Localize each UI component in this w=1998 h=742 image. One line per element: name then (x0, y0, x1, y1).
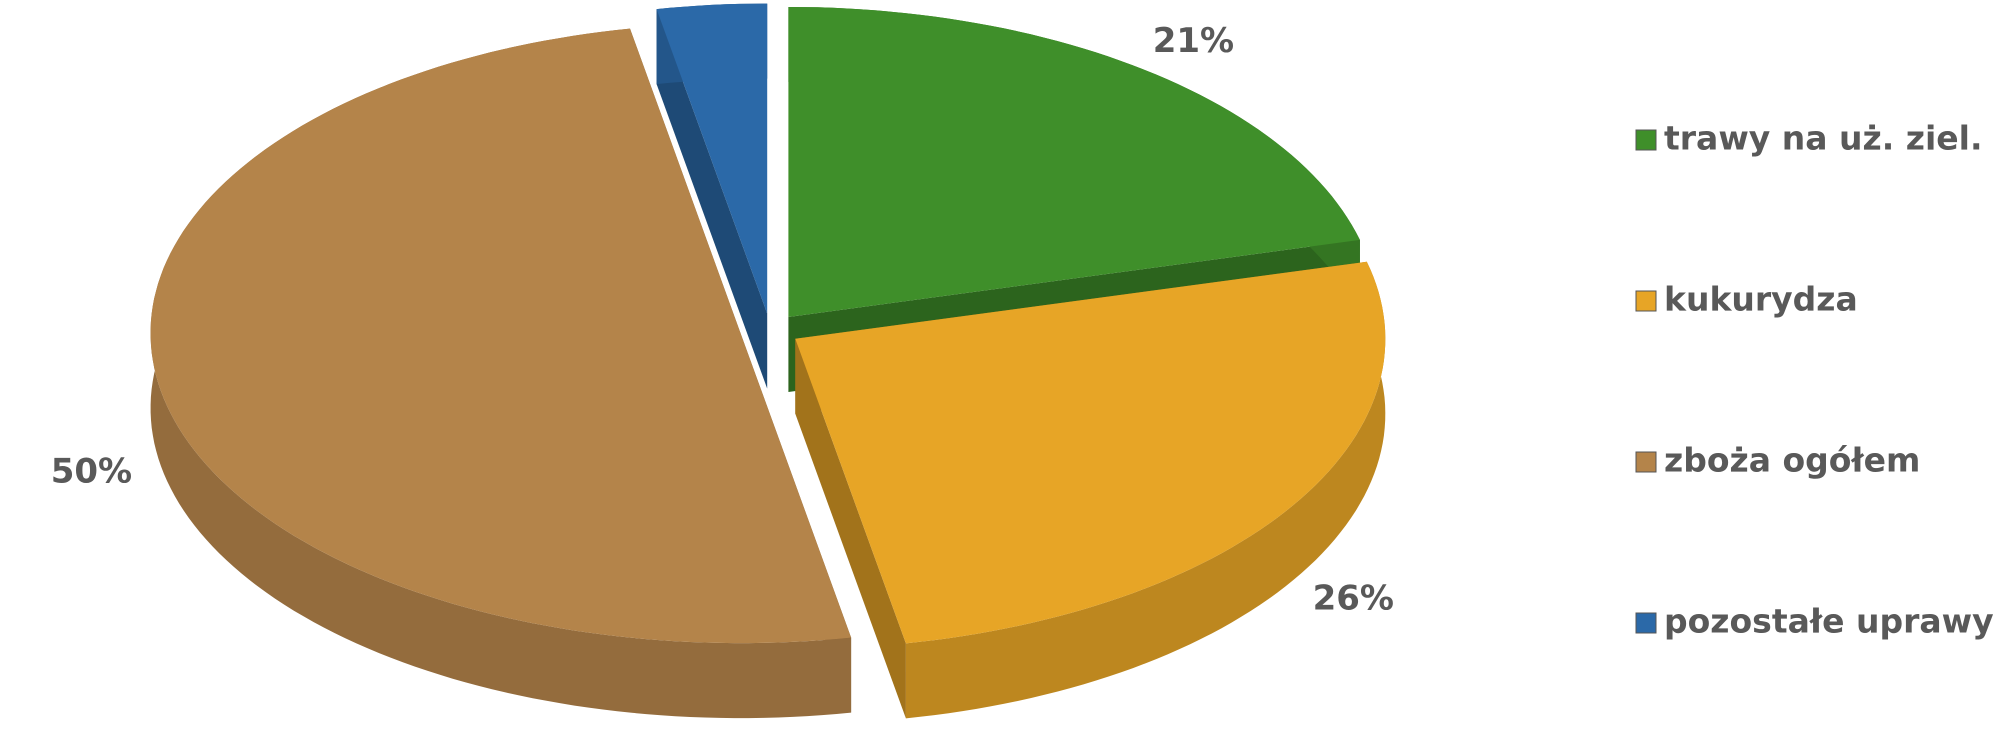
value-label: 21% (1153, 21, 1234, 61)
slice (788, 7, 1360, 317)
slice-side (150, 28, 852, 719)
slice-wall (656, 9, 768, 389)
legend-swatch (1635, 451, 1657, 473)
value-label: 26% (1313, 578, 1394, 618)
legend-label: zboża ogółem (1664, 441, 1920, 480)
legend-swatch (1635, 129, 1657, 151)
slice (656, 3, 768, 314)
slice-wall (795, 338, 906, 719)
legend-swatch (1635, 290, 1657, 312)
legend-label: pozostałe uprawy (1664, 602, 1994, 641)
value-label: 50% (51, 452, 132, 492)
legend-label: trawy na uż. ziel. (1664, 119, 1983, 158)
slice-side (905, 261, 1386, 719)
slice (150, 28, 852, 644)
legend-label: kukurydza (1664, 280, 1858, 319)
slice (795, 261, 1386, 644)
legend-swatch (1635, 612, 1657, 634)
